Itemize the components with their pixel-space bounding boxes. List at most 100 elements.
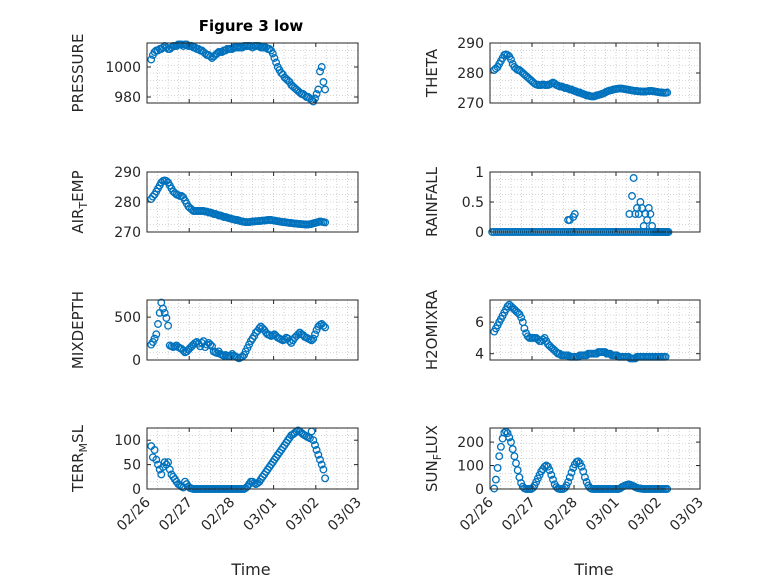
data-point (500, 428, 509, 437)
series-mixdepth (147, 298, 330, 363)
data-point (493, 463, 502, 472)
y-axis-label-h2omixra: H2OMIXRA (423, 289, 441, 370)
data-point (319, 78, 328, 86)
panel-rainfall: 0 0.5 1 RAINFALL (423, 165, 701, 241)
grid-pressure (147, 43, 358, 103)
data-point (513, 466, 522, 475)
data-point (311, 330, 319, 339)
data-point (639, 222, 648, 230)
ytick-label: 0.5 (462, 195, 484, 211)
data-point (270, 54, 279, 62)
data-point (157, 470, 166, 479)
series-air-temp (147, 176, 330, 229)
ytick-label: 0 (475, 482, 484, 498)
data-point (510, 452, 519, 461)
data-point (307, 336, 316, 345)
data-point (545, 466, 554, 475)
figure-title: Figure 3 low (199, 17, 304, 35)
data-point (507, 55, 515, 64)
ytick-label: 0 (475, 225, 484, 241)
y-axis-label-air-temp-subscript: T (77, 202, 90, 210)
ytick-label: 290 (457, 36, 484, 52)
data-point (309, 334, 318, 343)
data-point (629, 174, 638, 182)
data-point (314, 450, 323, 459)
data-point (162, 314, 171, 322)
data-point (625, 210, 634, 218)
ytick-label: 6 (475, 315, 484, 331)
series-theta (490, 50, 672, 101)
data-point (580, 473, 589, 482)
data-point (495, 452, 504, 461)
grid-rainfall (490, 172, 700, 232)
data-point (646, 210, 655, 218)
axes-box-h2omixra (489, 299, 701, 361)
data-point (147, 55, 156, 64)
data-point (574, 457, 583, 466)
axes-box-mixdepth (146, 299, 359, 361)
data-point (505, 433, 514, 442)
panel-air-temp: 270 280 290 AIRTEMP (69, 165, 359, 241)
data-point (208, 342, 216, 351)
ytick-label: 270 (114, 225, 141, 241)
y-axis-label-sun-flux-subscript: F (431, 454, 444, 460)
data-point (154, 320, 162, 328)
axes-box-terr-msl (146, 427, 359, 490)
data-point (496, 442, 505, 451)
ytick-label: 290 (114, 165, 141, 181)
ytick-label: 1000 (105, 60, 141, 76)
data-point (549, 475, 557, 484)
y-axis-label-sun-flux-suffix: LUX (423, 425, 441, 454)
data-point (491, 475, 500, 484)
data-point (312, 90, 321, 98)
data-point (150, 334, 159, 343)
data-point (663, 88, 672, 97)
axes-box-sun-flux (489, 427, 701, 490)
data-point (312, 446, 321, 454)
grid-air-temp (147, 172, 358, 232)
grid-h2omixra (490, 300, 700, 360)
data-point (202, 340, 211, 349)
data-point (317, 460, 326, 469)
panel-pressure: 980 1000 PRESSURE (69, 34, 359, 112)
data-point (577, 462, 586, 471)
panel-h2omixra: 4 6 H2OMIXRA (423, 289, 701, 370)
data-point (520, 324, 529, 333)
data-point (160, 308, 169, 317)
ytick-label: 0 (132, 482, 141, 498)
data-point (213, 349, 222, 358)
data-point (319, 321, 328, 330)
data-point (547, 470, 556, 479)
data-point (280, 335, 289, 344)
data-point (507, 438, 515, 447)
ytick-label: 100 (114, 433, 141, 449)
y-axis-label-rainfall: RAINFALL (423, 166, 441, 237)
ytick-label: 1 (475, 165, 484, 181)
data-point (309, 436, 318, 445)
data-point (272, 58, 281, 67)
y-axis-label-terr-msl-subscript: M (77, 443, 90, 453)
panel-theta: 270 280 290 THETA (423, 36, 701, 112)
y-axis-label-terr-msl-suffix: SL (69, 424, 87, 443)
data-point (150, 446, 159, 454)
data-point (294, 330, 303, 339)
data-point (165, 465, 174, 474)
x-axis-label-right: Time (573, 560, 613, 579)
ytick-label: 280 (114, 195, 141, 211)
data-point (628, 192, 636, 200)
data-point (564, 478, 573, 486)
data-point (570, 210, 579, 218)
ytick-label: 500 (114, 310, 141, 326)
data-point (311, 441, 319, 450)
data-point (503, 429, 512, 438)
data-point (319, 465, 328, 474)
ytick-label: 270 (457, 96, 484, 112)
data-point (159, 304, 167, 313)
y-axis-label-air-temp-suffix: EMP (69, 170, 87, 201)
x-axis-label-left: Time (230, 560, 270, 579)
axes-box-pressure (146, 42, 359, 104)
data-point (152, 330, 161, 339)
data-point (206, 52, 215, 61)
